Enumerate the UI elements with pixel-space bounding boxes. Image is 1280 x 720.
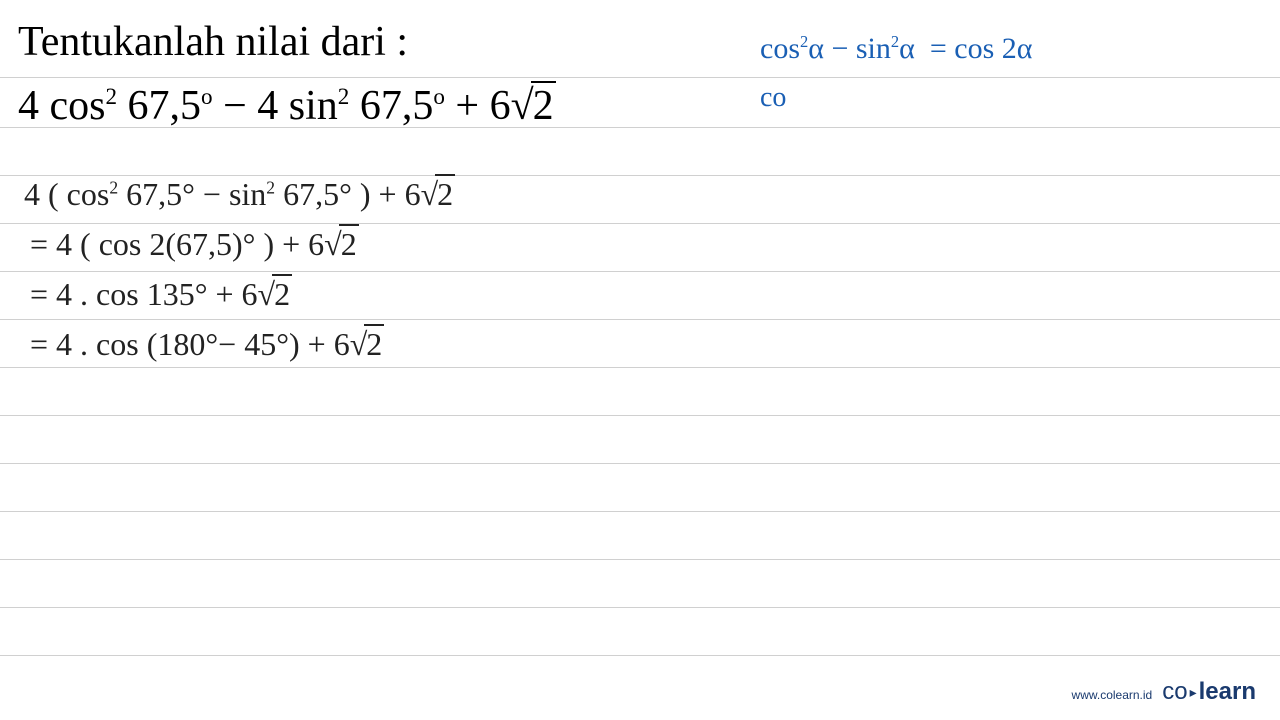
problem-expression: 4 cos2 67,5o − 4 sin2 67,5o + 6√2 <box>18 82 556 130</box>
work-step: = 4 ( cos 2(67,5)° ) + 6√2 <box>30 226 359 263</box>
logo-suffix: learn <box>1199 678 1256 705</box>
work-step: 4 ( cos2 67,5° − sin2 67,5° ) + 6√2 <box>24 176 455 213</box>
work-step: = 4 . cos (180°− 45°) + 6√2 <box>30 326 384 363</box>
identity-partial: co <box>760 82 786 114</box>
logo-prefix: co <box>1162 678 1187 705</box>
identity-formula: cos2α − sin2α = cos 2α <box>760 32 1033 66</box>
footer: www.colearn.id co▸learn <box>1072 678 1256 706</box>
logo-dot-icon: ▸ <box>1190 684 1197 700</box>
work-step: = 4 . cos 135° + 6√2 <box>30 276 292 313</box>
footer-url: www.colearn.id <box>1072 688 1153 702</box>
problem-title: Tentukanlah nilai dari : <box>18 18 408 66</box>
footer-logo: co▸learn <box>1162 678 1256 706</box>
